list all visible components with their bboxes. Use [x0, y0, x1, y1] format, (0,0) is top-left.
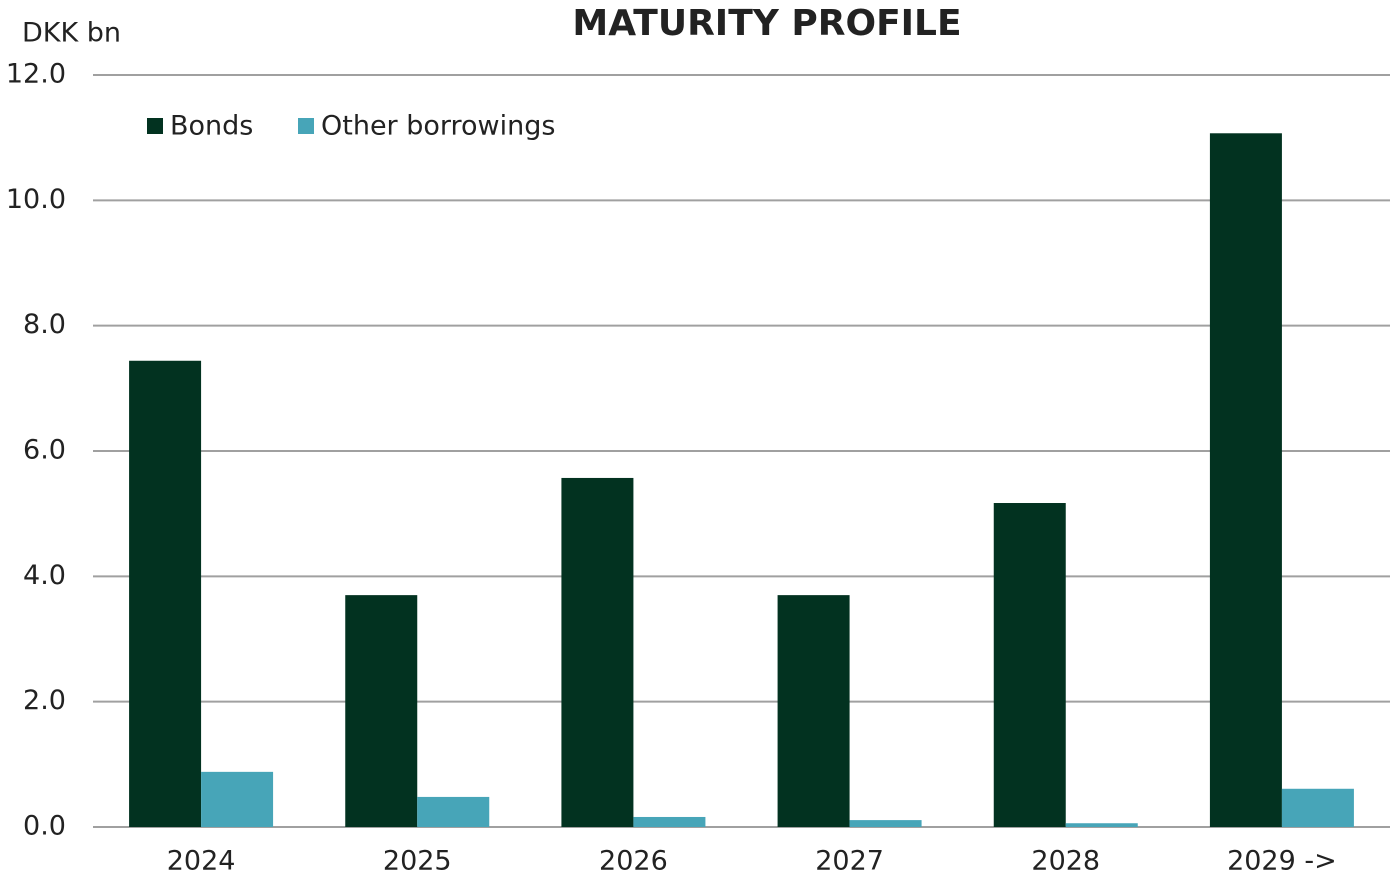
legend-label: Other borrowings	[321, 111, 555, 142]
chart-title: MATURITY PROFILE	[572, 3, 961, 44]
y-tick-label: 12.0	[6, 59, 66, 90]
y-axis-label: DKK bn	[22, 18, 121, 49]
bar	[633, 816, 706, 827]
y-tick-label: 8.0	[23, 309, 66, 340]
bar	[417, 796, 490, 827]
y-tick-label: 4.0	[23, 560, 66, 591]
bar	[201, 771, 274, 827]
bar	[1209, 133, 1282, 827]
y-tick-label: 2.0	[23, 685, 66, 716]
bar	[1065, 823, 1138, 827]
x-tick-label: 2025	[383, 846, 452, 877]
bar	[345, 595, 418, 827]
legend-swatch	[298, 118, 314, 134]
bar	[777, 595, 850, 827]
x-tick-label: 2028	[1031, 846, 1100, 877]
x-tick-label: 2027	[815, 846, 884, 877]
y-tick-label: 0.0	[23, 811, 66, 842]
legend-label: Bonds	[170, 111, 253, 142]
x-tick-label: 2024	[167, 846, 236, 877]
x-tick-label: 2029 ->	[1227, 846, 1337, 877]
bar	[129, 360, 202, 827]
bar	[849, 820, 922, 827]
legend-swatch	[147, 118, 163, 134]
bar	[561, 477, 634, 827]
y-tick-label: 6.0	[23, 435, 66, 466]
bar	[1281, 788, 1354, 827]
x-tick-label: 2026	[599, 846, 668, 877]
y-tick-label: 10.0	[6, 184, 66, 215]
bar	[993, 503, 1066, 827]
